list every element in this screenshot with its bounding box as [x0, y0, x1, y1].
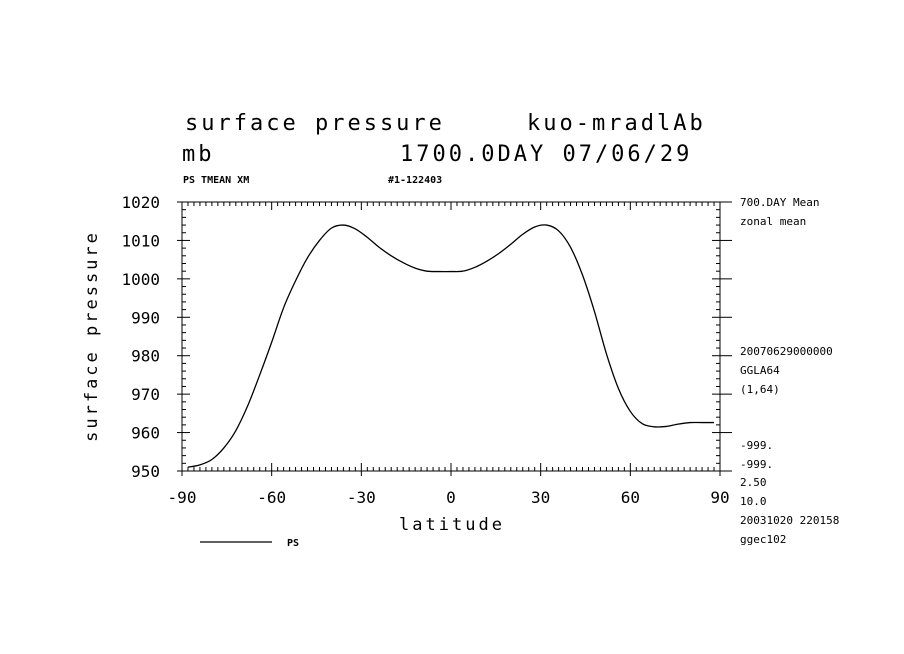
y-tick-label: 1020 [121, 193, 160, 212]
day-date-label: 1700.0DAY 07/06/29 [400, 142, 692, 167]
x-axis-label: latitude [399, 515, 505, 535]
side-timestamp: 20070629000000 [740, 345, 833, 358]
legend-label: PS [287, 538, 299, 549]
x-tick-labels: -90 -60 -30 0 30 60 90 [168, 488, 730, 507]
units-label: mb [182, 142, 215, 167]
x-tick-label: -90 [168, 488, 197, 507]
y-tick-label: 990 [131, 308, 160, 327]
x-tick-label: 30 [531, 488, 550, 507]
x-tick-label: -30 [347, 488, 376, 507]
y-tick-label: 960 [131, 424, 160, 443]
y-tick-label: 970 [131, 385, 160, 404]
side-value-2: 10.0 [740, 495, 767, 508]
run-id: #1-122403 [388, 175, 442, 186]
side-mean-label: 700.DAY Mean [740, 196, 819, 209]
x-tick-label: 0 [446, 488, 456, 507]
experiment-name: kuo-mradlAb [527, 111, 706, 136]
side-created: 20031020 220158 [740, 514, 839, 527]
chart-title: surface pressure [185, 111, 445, 136]
side-undef-2: -999. [740, 458, 773, 471]
y-tick-label: 1010 [121, 231, 160, 250]
y-tick-label: 1000 [121, 270, 160, 289]
y-axis-label: surface pressure [82, 230, 102, 442]
axis-ticks [177, 201, 732, 476]
plot-frame [181, 201, 721, 472]
side-index: (1,64) [740, 383, 780, 396]
side-source: ggec102 [740, 533, 786, 546]
x-tick-label: 60 [621, 488, 640, 507]
side-undef-1: -999. [740, 439, 773, 452]
side-value-1: 2.50 [740, 476, 767, 489]
y-tick-label: 980 [131, 347, 160, 366]
y-tick-labels: 950 960 970 980 990 1000 1010 1020 [121, 193, 160, 481]
series-line-ps [187, 224, 715, 468]
side-grid: GGLA64 [740, 364, 780, 377]
side-zonal-label: zonal mean [740, 215, 806, 228]
variable-description: PS TMEAN XM [183, 175, 249, 186]
x-tick-label: 90 [710, 488, 729, 507]
y-tick-label: 950 [131, 462, 160, 481]
x-tick-label: -60 [257, 488, 286, 507]
